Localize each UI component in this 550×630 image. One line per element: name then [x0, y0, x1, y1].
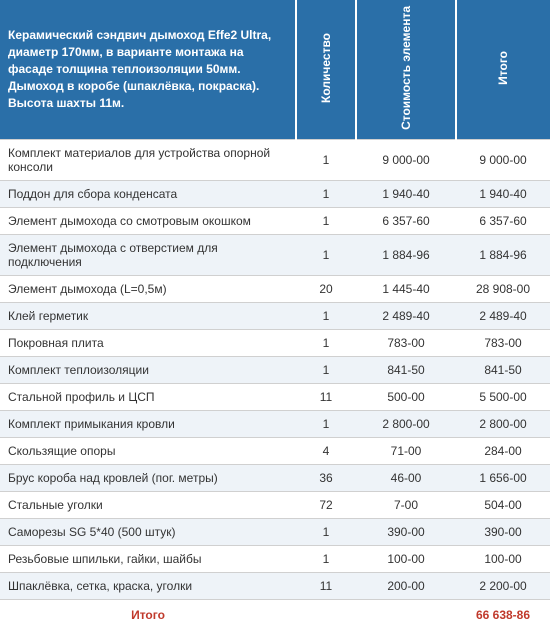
footer-label: Итого: [0, 599, 296, 630]
table-footer-row: Итого 66 638-86: [0, 599, 550, 630]
col-header-price: Стоимость элемента: [356, 0, 456, 139]
footer-empty: [356, 599, 456, 630]
table-row: Шпаклёвка, сетка, краска, уголки11200-00…: [0, 572, 550, 599]
cell-description: Элемент дымохода с отверстием для подклю…: [0, 234, 296, 275]
cell-total: 5 500-00: [456, 383, 550, 410]
table-row: Поддон для сбора конденсата11 940-401 94…: [0, 180, 550, 207]
cell-total: 1 940-40: [456, 180, 550, 207]
cell-price: 46-00: [356, 464, 456, 491]
cell-total: 2 800-00: [456, 410, 550, 437]
cell-total: 284-00: [456, 437, 550, 464]
cell-total: 6 357-60: [456, 207, 550, 234]
cell-qty: 4: [296, 437, 356, 464]
cell-price: 2 489-40: [356, 302, 456, 329]
cell-total: 1 884-96: [456, 234, 550, 275]
cell-description: Покровная плита: [0, 329, 296, 356]
cell-description: Клей герметик: [0, 302, 296, 329]
cell-qty: 1: [296, 207, 356, 234]
footer-grand-total: 66 638-86: [456, 599, 550, 630]
cell-qty: 1: [296, 518, 356, 545]
cell-qty: 1: [296, 545, 356, 572]
cell-description: Скользящие опоры: [0, 437, 296, 464]
cell-qty: 1: [296, 139, 356, 180]
cell-description: Комплект теплоизоляции: [0, 356, 296, 383]
cell-price: 1 445-40: [356, 275, 456, 302]
cell-qty: 1: [296, 329, 356, 356]
table-body: Комплект материалов для устройства опорн…: [0, 139, 550, 599]
cell-total: 841-50: [456, 356, 550, 383]
table-row: Стальные уголки727-00504-00: [0, 491, 550, 518]
cell-total: 2 489-40: [456, 302, 550, 329]
cell-qty: 36: [296, 464, 356, 491]
table-row: Элемент дымохода (L=0,5м)201 445-4028 90…: [0, 275, 550, 302]
cell-description: Стальные уголки: [0, 491, 296, 518]
cell-price: 1 884-96: [356, 234, 456, 275]
table-row: Комплект примыкания кровли12 800-002 800…: [0, 410, 550, 437]
table-row: Комплект материалов для устройства опорн…: [0, 139, 550, 180]
cell-description: Комплект материалов для устройства опорн…: [0, 139, 296, 180]
col-header-qty: Количество: [296, 0, 356, 139]
table-row: Комплект теплоизоляции1841-50841-50: [0, 356, 550, 383]
cell-description: Элемент дымохода (L=0,5м): [0, 275, 296, 302]
cell-price: 6 357-60: [356, 207, 456, 234]
table-row: Элемент дымохода с отверстием для подклю…: [0, 234, 550, 275]
cell-price: 71-00: [356, 437, 456, 464]
cell-price: 841-50: [356, 356, 456, 383]
cell-qty: 1: [296, 356, 356, 383]
footer-empty: [296, 599, 356, 630]
cell-qty: 1: [296, 234, 356, 275]
cell-price: 200-00: [356, 572, 456, 599]
cell-qty: 1: [296, 410, 356, 437]
price-table: Керамический сэндвич дымоход Effe2 Ultra…: [0, 0, 550, 630]
table-row: Скользящие опоры471-00284-00: [0, 437, 550, 464]
cell-total: 2 200-00: [456, 572, 550, 599]
cell-description: Комплект примыкания кровли: [0, 410, 296, 437]
table-row: Покровная плита1783-00783-00: [0, 329, 550, 356]
cell-qty: 11: [296, 383, 356, 410]
cell-total: 28 908-00: [456, 275, 550, 302]
col-header-total: Итого: [456, 0, 550, 139]
cell-total: 1 656-00: [456, 464, 550, 491]
cell-price: 500-00: [356, 383, 456, 410]
cell-qty: 11: [296, 572, 356, 599]
table-row: Саморезы SG 5*40 (500 штук)1390-00390-00: [0, 518, 550, 545]
cell-price: 1 940-40: [356, 180, 456, 207]
table-row: Резьбовые шпильки, гайки, шайбы1100-0010…: [0, 545, 550, 572]
cell-price: 7-00: [356, 491, 456, 518]
table-header-row: Керамический сэндвич дымоход Effe2 Ultra…: [0, 0, 550, 139]
table-row: Элемент дымохода со смотровым окошком16 …: [0, 207, 550, 234]
table-row: Клей герметик12 489-402 489-40: [0, 302, 550, 329]
cell-total: 504-00: [456, 491, 550, 518]
cell-price: 100-00: [356, 545, 456, 572]
cell-description: Поддон для сбора конденсата: [0, 180, 296, 207]
cell-description: Элемент дымохода со смотровым окошком: [0, 207, 296, 234]
col-header-description: Керамический сэндвич дымоход Effe2 Ultra…: [0, 0, 296, 139]
table-row: Стальной профиль и ЦСП11500-005 500-00: [0, 383, 550, 410]
cell-total: 100-00: [456, 545, 550, 572]
cell-price: 783-00: [356, 329, 456, 356]
cell-price: 2 800-00: [356, 410, 456, 437]
cell-price: 390-00: [356, 518, 456, 545]
table-row: Брус короба над кровлей (пог. метры)3646…: [0, 464, 550, 491]
cell-total: 783-00: [456, 329, 550, 356]
cell-qty: 20: [296, 275, 356, 302]
cell-description: Резьбовые шпильки, гайки, шайбы: [0, 545, 296, 572]
cell-description: Шпаклёвка, сетка, краска, уголки: [0, 572, 296, 599]
cell-price: 9 000-00: [356, 139, 456, 180]
cell-total: 9 000-00: [456, 139, 550, 180]
cell-total: 390-00: [456, 518, 550, 545]
cell-qty: 1: [296, 302, 356, 329]
cell-qty: 72: [296, 491, 356, 518]
cell-qty: 1: [296, 180, 356, 207]
cell-description: Саморезы SG 5*40 (500 штук): [0, 518, 296, 545]
cell-description: Брус короба над кровлей (пог. метры): [0, 464, 296, 491]
cell-description: Стальной профиль и ЦСП: [0, 383, 296, 410]
